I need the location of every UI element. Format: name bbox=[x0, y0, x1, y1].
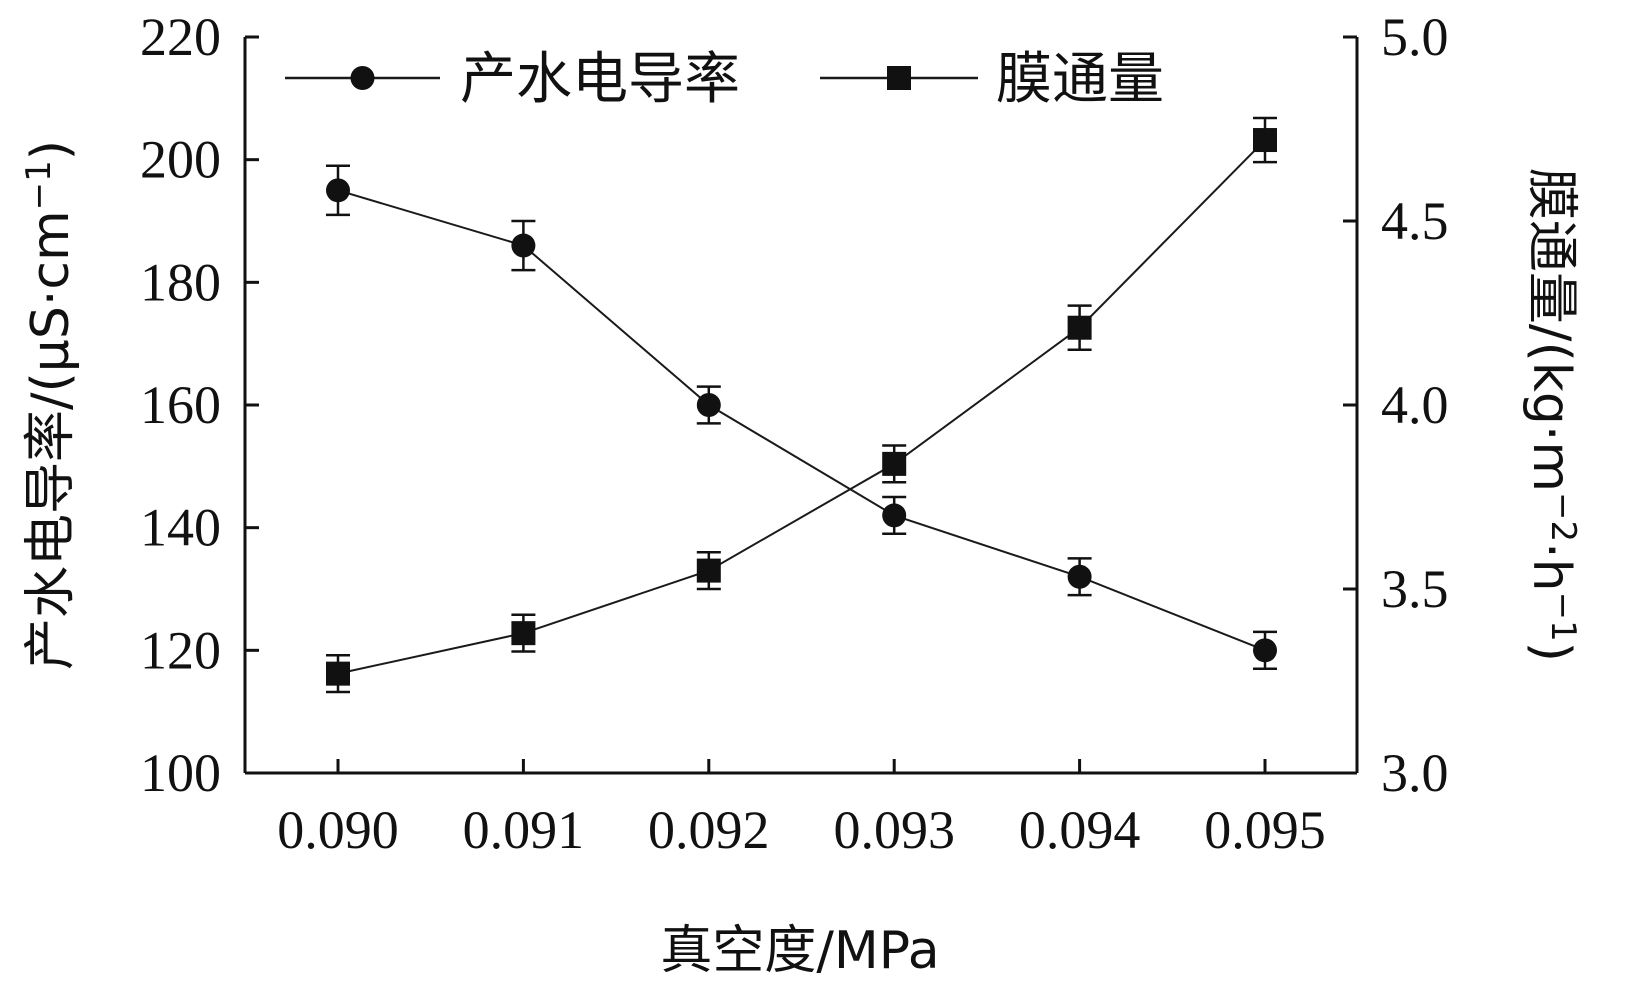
data-point-circle bbox=[326, 178, 350, 203]
legend: 产水电导率 膜通量 bbox=[285, 47, 1164, 112]
x-tick-label: 0.094 bbox=[1019, 800, 1141, 860]
y-axis-right-title: 膜通量/(kg·m−2·h−1) bbox=[1521, 168, 1583, 662]
legend-label: 膜通量 bbox=[996, 47, 1164, 112]
x-tick-label: 0.091 bbox=[463, 800, 585, 860]
y-right-tick-label: 3.5 bbox=[1381, 559, 1449, 619]
legend-item-2: 膜通量 bbox=[820, 47, 1164, 112]
data-point-circle bbox=[1253, 638, 1277, 663]
data-point-square bbox=[1067, 315, 1092, 340]
data-point-square bbox=[1253, 128, 1277, 153]
data-point-square bbox=[326, 661, 350, 686]
x-axis-title: 真空度/MPa bbox=[660, 921, 939, 981]
y-axis-left-title: 产水电导率/(μS·cm−1) bbox=[19, 140, 81, 670]
y-right-tick-label: 4.5 bbox=[1381, 191, 1449, 251]
data-point-square bbox=[511, 621, 536, 646]
data-point-circle bbox=[696, 393, 721, 417]
x-tick-label: 0.092 bbox=[648, 800, 770, 860]
legend-label: 产水电导率 bbox=[460, 47, 740, 112]
y-left-tick-label: 100 bbox=[140, 743, 221, 803]
y-left-tick-label: 140 bbox=[140, 498, 221, 558]
series-line bbox=[337, 139, 1266, 675]
series-2 bbox=[326, 116, 1277, 694]
legend-marker-square bbox=[887, 66, 911, 90]
x-tick-label: 0.093 bbox=[833, 800, 955, 860]
data-point-circle bbox=[882, 503, 907, 528]
data-point-square bbox=[696, 558, 721, 583]
y-left-tick-label: 160 bbox=[140, 375, 221, 435]
legend-marker-circle bbox=[350, 66, 375, 90]
x-tick-label: 0.090 bbox=[277, 800, 399, 860]
y-left-tick-label: 200 bbox=[140, 130, 221, 190]
data-point-square bbox=[882, 451, 907, 476]
y-right-tick-label: 5.0 bbox=[1381, 7, 1449, 67]
y-left-tick-label: 180 bbox=[140, 252, 221, 312]
y-left-tick-label: 120 bbox=[140, 620, 221, 680]
series-layer bbox=[326, 116, 1277, 694]
data-point-circle bbox=[511, 233, 536, 258]
x-tick-label: 0.095 bbox=[1204, 800, 1326, 860]
series-1 bbox=[326, 164, 1277, 670]
y-right-tick-label: 3.0 bbox=[1381, 743, 1449, 803]
axes: 100 120 140 160 180 200 220 3.0 3.5 4.0 4.5 5.0 0.09… bbox=[140, 7, 1449, 860]
series-line bbox=[337, 189, 1266, 652]
legend-item-1: 产水电导率 bbox=[285, 47, 740, 112]
data-point-circle bbox=[1067, 564, 1092, 589]
y-left-tick-label: 220 bbox=[140, 7, 221, 67]
y-right-tick-label: 4.0 bbox=[1381, 375, 1449, 435]
